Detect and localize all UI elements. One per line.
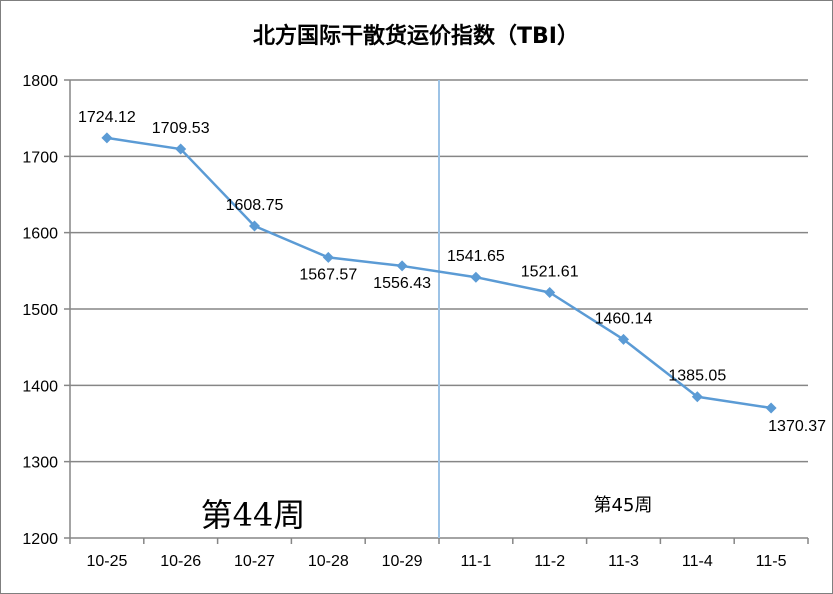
chart-title: 北方国际干散货运价指数（TBI） — [253, 23, 579, 49]
x-tick-label: 11-4 — [682, 553, 713, 570]
data-point-marker — [396, 260, 408, 272]
x-tick-label: 11-5 — [756, 553, 787, 570]
data-point-marker — [175, 143, 187, 155]
week-45-annotation: 第45周 — [594, 495, 653, 516]
y-axis-tick-labels: 1200 1300 1400 1500 1600 1700 1800 — [22, 73, 58, 548]
x-tick-label: 10-26 — [160, 553, 201, 570]
data-label: 1385.05 — [668, 368, 726, 385]
data-point-marker — [470, 271, 482, 283]
data-point-marker — [765, 402, 777, 414]
data-label: 1567.57 — [299, 266, 357, 283]
data-label: 1556.43 — [373, 275, 431, 292]
data-point-marker — [322, 251, 334, 263]
x-axis-tick-labels: 10-25 10-26 10-27 10-28 10-29 11-1 11-2 11-3 11-… — [86, 553, 786, 570]
x-tick-label: 10-29 — [382, 553, 423, 570]
x-tick-label: 11-2 — [534, 553, 565, 570]
series-markers — [101, 132, 777, 414]
data-point-marker — [691, 391, 703, 403]
y-tick-label: 1800 — [22, 73, 58, 90]
y-tick-label: 1500 — [22, 302, 58, 319]
data-point-marker — [101, 132, 113, 144]
week-44-annotation: 第44周 — [201, 496, 306, 534]
x-tick-label: 10-27 — [234, 553, 275, 570]
data-label: 1541.65 — [447, 248, 505, 265]
data-point-marker — [618, 333, 629, 345]
data-label: 1460.14 — [595, 310, 653, 327]
axes — [64, 80, 809, 544]
data-label: 1724.12 — [78, 109, 136, 126]
data-labels: 1724.12 1709.53 1608.75 1567.57 1556.43 1541.… — [78, 109, 826, 435]
data-label: 1709.53 — [152, 120, 210, 137]
data-label: 1370.37 — [768, 418, 826, 435]
series-line — [106, 136, 772, 410]
x-tick-label: 11-3 — [608, 553, 639, 570]
y-tick-label: 1300 — [22, 455, 58, 472]
data-label: 1521.61 — [521, 264, 579, 281]
y-tick-label: 1600 — [22, 226, 58, 243]
data-point-marker — [249, 220, 260, 232]
y-tick-label: 1400 — [22, 378, 58, 395]
y-tick-label: 1200 — [22, 531, 58, 548]
data-point-marker — [544, 287, 556, 299]
x-tick-label: 11-1 — [460, 553, 491, 570]
x-tick-label: 10-28 — [308, 553, 349, 570]
data-label: 1608.75 — [226, 197, 284, 214]
y-tick-label: 1700 — [22, 149, 58, 166]
x-tick-label: 10-25 — [86, 553, 127, 570]
